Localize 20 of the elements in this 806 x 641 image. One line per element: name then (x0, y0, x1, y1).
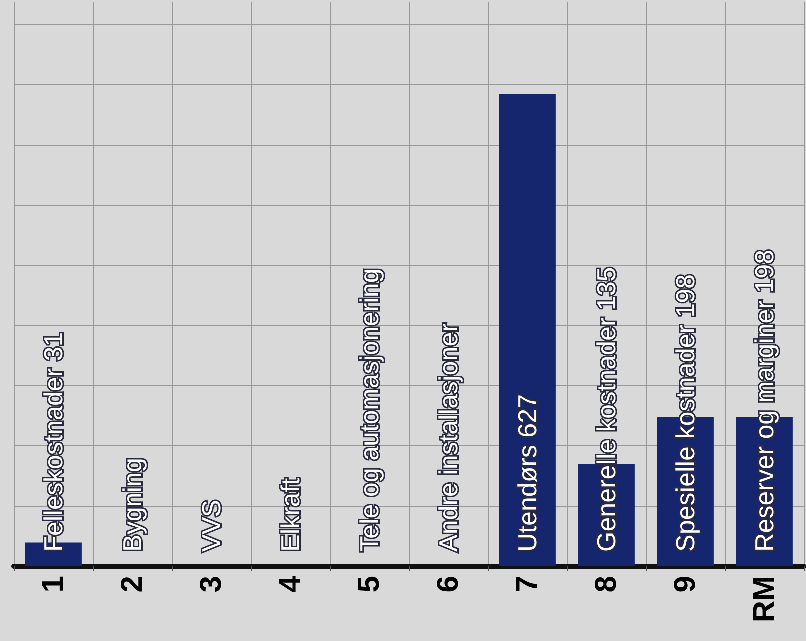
data-label: Bygning (118, 458, 148, 552)
x-tick-label: 6 (432, 576, 465, 593)
x-tick-label: 1 (37, 576, 70, 593)
data-label: Andre installasjoner (434, 323, 464, 552)
x-tick-label: 4 (274, 576, 307, 593)
data-label: Tele og automasjonering (354, 268, 384, 552)
x-tick-label: 3 (195, 576, 228, 593)
data-label: Utendørs 627 (512, 394, 542, 552)
bar (499, 94, 556, 566)
data-label: Spesielle kostnader 198 (670, 274, 700, 552)
data-label: Felleskostnader 31 (38, 332, 68, 552)
x-tick-label: 5 (353, 576, 386, 593)
x-tick-label: RM (748, 576, 781, 623)
x-tick-label: 8 (590, 576, 623, 593)
x-tick-label: 7 (511, 576, 544, 593)
data-label: Elkraft (276, 478, 306, 552)
data-label: VVS (196, 500, 226, 552)
x-tick-label: 2 (116, 576, 149, 593)
data-label: Reserver og marginer 198 (750, 250, 780, 552)
x-tick-label: 9 (669, 576, 702, 593)
